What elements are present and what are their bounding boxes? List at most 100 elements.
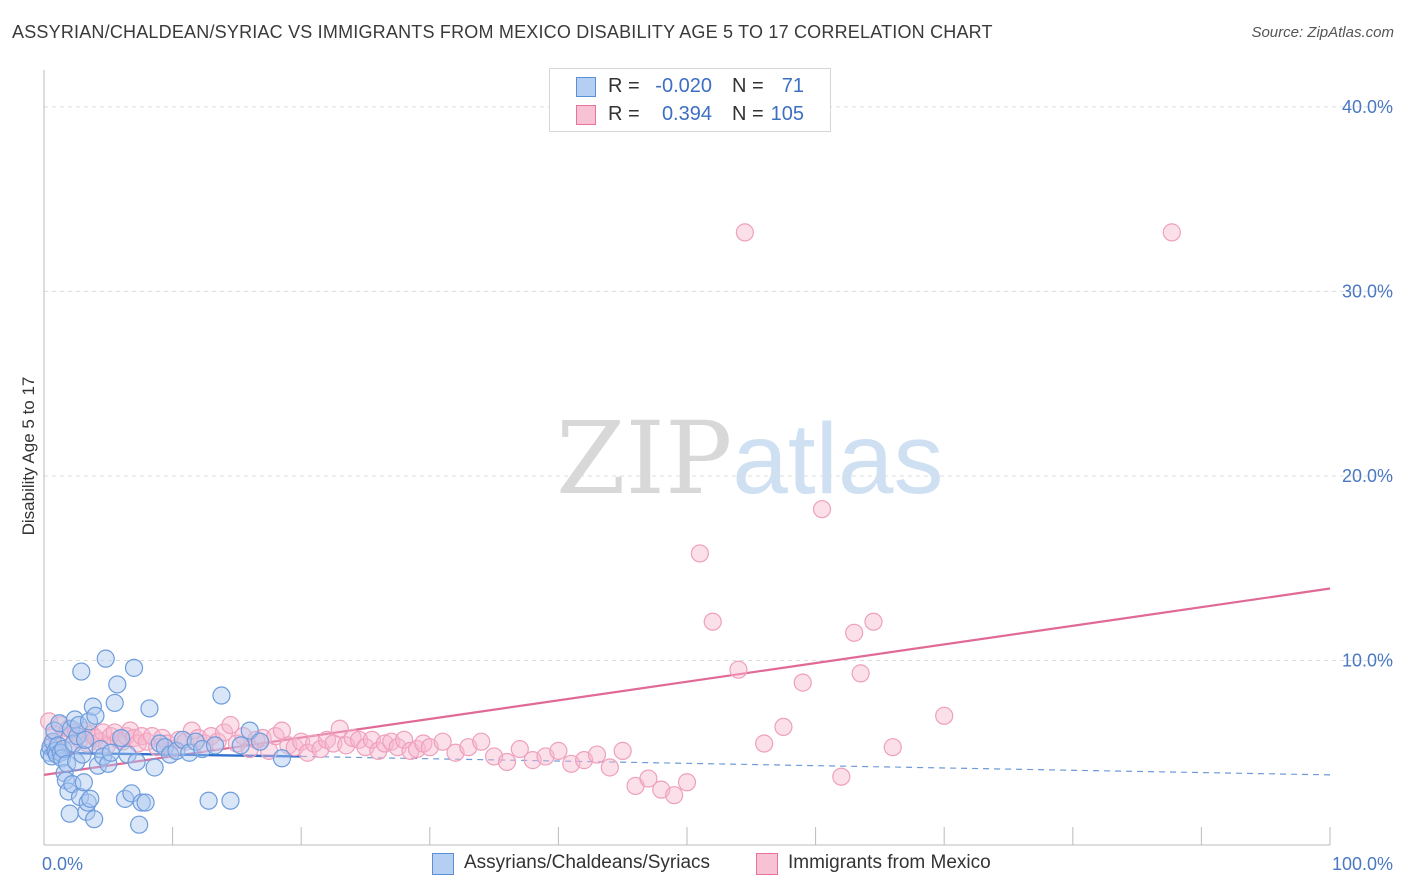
y-tick-label: 10.0% <box>1342 650 1393 670</box>
data-point-assyrians <box>76 730 95 749</box>
legend-r-label: R = <box>608 75 640 97</box>
bottom-legend-swatch-blue <box>432 853 454 875</box>
data-point-mexico <box>665 786 684 805</box>
data-point-assyrians <box>86 706 105 725</box>
data-point-assyrians <box>105 693 124 713</box>
data-point-mexico <box>883 738 902 757</box>
data-point-assyrians <box>85 810 104 829</box>
data-point-mexico <box>587 745 607 764</box>
tick-labels: 10.0% 20.0% 30.0% 40.0% 0.0% 100.0% <box>42 97 1393 874</box>
legend-n-label: N = <box>732 103 764 125</box>
data-point-mexico <box>755 734 774 753</box>
data-point-mexico <box>935 706 954 725</box>
data-point-mexico <box>349 730 369 749</box>
data-point-assyrians <box>124 658 144 677</box>
data-point-mexico <box>330 719 349 738</box>
y-tick-label: 20.0% <box>1342 466 1393 486</box>
data-point-assyrians <box>127 752 146 772</box>
data-point-assyrians <box>67 752 86 772</box>
data-point-assyrians <box>221 791 240 810</box>
data-point-assyrians <box>50 714 69 733</box>
y-tick-label: 30.0% <box>1342 281 1393 301</box>
legend-row-assyrians: R = -0.020 N = 71 <box>550 72 830 102</box>
data-point-mexico <box>793 673 812 692</box>
data-point-assyrians <box>74 773 93 792</box>
watermark-zip: ZIP <box>556 400 733 517</box>
data-point-assyrians <box>199 791 218 810</box>
chart-title: ASSYRIAN/CHALDEAN/SYRIAC VS IMMIGRANTS F… <box>12 22 993 42</box>
data-point-mexico <box>677 773 697 792</box>
x-tick-label: 100.0% <box>1332 854 1393 874</box>
data-point-mexico <box>703 612 722 631</box>
data-point-assyrians <box>205 736 225 755</box>
data-point-mexico <box>433 732 452 751</box>
watermark-atlas: atlas <box>732 403 944 515</box>
y-axis-label: Disability Age 5 to 17 <box>19 377 38 536</box>
legend-n-label: N = <box>732 75 764 97</box>
legend-n-value: 71 <box>781 75 804 97</box>
legend-n-value: 105 <box>770 103 804 125</box>
data-point-assyrians <box>122 784 141 803</box>
data-point-mexico <box>812 500 832 519</box>
data-point-assyrians <box>140 699 159 718</box>
data-point-assyrians <box>108 675 127 694</box>
data-point-mexico <box>369 741 388 760</box>
data-point-assyrians <box>81 789 100 808</box>
y-tick-label: 40.0% <box>1342 97 1393 117</box>
data-point-mexico <box>1162 223 1181 242</box>
data-point-mexico <box>497 752 517 772</box>
trend-lines <box>43 587 1331 776</box>
data-point-mexico <box>510 739 529 759</box>
data-point-assyrians <box>54 739 73 759</box>
data-point-assyrians <box>73 745 92 764</box>
data-point-mexico <box>600 758 619 777</box>
data-point-assyrians <box>96 649 115 668</box>
axes <box>43 70 1331 846</box>
data-point-assyrians <box>112 728 131 748</box>
watermark: ZIPatlas <box>556 400 944 517</box>
data-point-assyrians <box>145 758 164 777</box>
data-point-assyrians <box>212 686 231 705</box>
data-point-mexico <box>774 717 793 737</box>
data-point-mexico <box>690 544 709 563</box>
legend-swatch-blue <box>576 77 596 97</box>
source-label: Source: ZipAtlas.com <box>1251 24 1394 41</box>
x-tick-label: 0.0% <box>42 854 83 874</box>
data-point-assyrians <box>60 804 79 823</box>
data-point-assyrians <box>240 721 259 740</box>
legend-swatch-pink <box>576 105 596 125</box>
series-immigrants-from-mexico <box>40 223 1181 805</box>
trend-line-assyrians <box>43 751 302 758</box>
bottom-legend-label: Assyrians/Chaldeans/Syriacs <box>464 852 711 873</box>
data-point-assyrians <box>272 749 292 768</box>
legend-row-mexico: R = 0.394 N = 105 <box>550 100 830 130</box>
data-point-mexico <box>851 664 870 683</box>
data-point-assyrians <box>52 749 72 768</box>
legend-r-value: -0.020 <box>655 75 712 97</box>
legend-r-label: R = <box>608 103 640 125</box>
data-point-mexico <box>343 728 362 748</box>
data-point-assyrians <box>132 793 151 812</box>
data-point-mexico <box>221 715 240 735</box>
data-point-assyrians <box>91 739 110 759</box>
series-assyrians <box>40 649 292 834</box>
data-point-assyrians <box>250 732 270 751</box>
grid-lines <box>44 106 1392 661</box>
data-point-mexico <box>864 612 883 631</box>
data-point-assyrians <box>99 754 118 773</box>
data-point-mexico <box>832 767 851 786</box>
data-point-mexico <box>394 730 414 749</box>
data-point-mexico <box>729 660 748 679</box>
data-point-assyrians <box>72 662 91 681</box>
data-point-mexico <box>240 739 259 759</box>
legend-r-value: 0.394 <box>661 103 712 125</box>
data-point-mexico <box>132 727 151 746</box>
data-point-mexico <box>845 623 864 642</box>
data-point-mexico <box>214 723 234 742</box>
data-point-mexico <box>735 223 754 242</box>
bottom-legend-swatch-pink <box>756 853 778 875</box>
correlation-legend: R = -0.020 N = 71 R = 0.394 N = 105 <box>549 68 831 132</box>
data-point-mexico <box>549 741 568 760</box>
data-point-assyrians <box>58 754 77 773</box>
